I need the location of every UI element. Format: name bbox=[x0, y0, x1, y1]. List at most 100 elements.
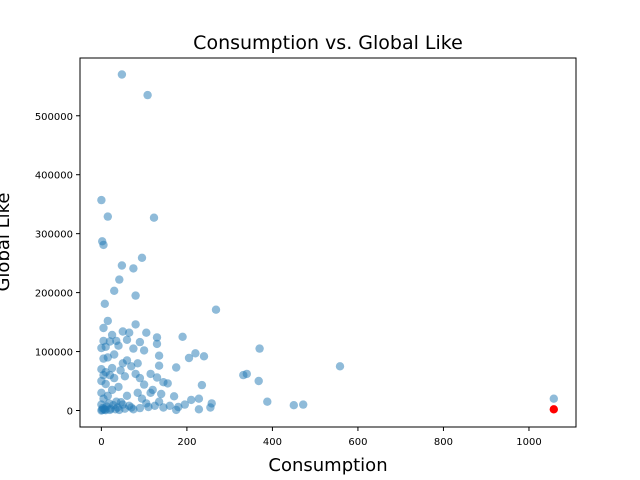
chart-title: Consumption vs. Global Like bbox=[193, 32, 463, 54]
data-point bbox=[335, 362, 345, 371]
data-point bbox=[135, 373, 145, 383]
data-point bbox=[97, 195, 106, 205]
data-point bbox=[254, 376, 263, 386]
data-point bbox=[299, 400, 308, 409]
data-point bbox=[197, 380, 207, 390]
data-point bbox=[107, 385, 117, 395]
data-point bbox=[101, 342, 110, 351]
x-tick-label: 1000 bbox=[516, 437, 541, 448]
data-point bbox=[146, 388, 155, 397]
y-axis-title: Global Like bbox=[0, 192, 14, 291]
data-point bbox=[118, 327, 128, 336]
data-point bbox=[194, 394, 204, 403]
data-point bbox=[207, 399, 216, 408]
data-point bbox=[137, 253, 147, 262]
data-point bbox=[152, 333, 162, 342]
data-point bbox=[133, 388, 142, 397]
y-tick-label: 100000 bbox=[35, 348, 73, 359]
data-point bbox=[107, 330, 117, 340]
data-point bbox=[133, 359, 142, 368]
data-point bbox=[159, 403, 168, 412]
data-point bbox=[110, 350, 119, 359]
data-point bbox=[165, 401, 174, 410]
x-tick-label: 600 bbox=[348, 437, 367, 448]
data-point bbox=[163, 379, 172, 388]
data-point bbox=[149, 213, 159, 222]
data-point bbox=[154, 361, 164, 370]
y-tick-label: 400000 bbox=[35, 171, 73, 182]
x-tick-label: 400 bbox=[263, 437, 282, 448]
data-point bbox=[187, 395, 196, 405]
data-point bbox=[172, 405, 181, 415]
data-point bbox=[101, 379, 110, 389]
data-point bbox=[103, 212, 113, 221]
data-point bbox=[99, 240, 108, 250]
data-point bbox=[103, 391, 113, 400]
y-tick-label: 300000 bbox=[35, 230, 73, 241]
data-point bbox=[154, 351, 164, 360]
data-point bbox=[146, 369, 155, 379]
data-point bbox=[239, 370, 248, 380]
data-point bbox=[142, 328, 151, 337]
data-point bbox=[143, 90, 152, 100]
data-point bbox=[110, 286, 119, 295]
data-point bbox=[100, 299, 110, 308]
data-point bbox=[263, 397, 272, 406]
data-point bbox=[120, 372, 130, 381]
x-axis-title: Consumption bbox=[268, 455, 387, 476]
data-point bbox=[131, 320, 140, 329]
ticks-layer: 0 200 400 600 800 1000 0 100000 200000 300000 4000… bbox=[35, 112, 542, 448]
data-point bbox=[157, 389, 166, 399]
data-point bbox=[139, 346, 149, 355]
data-point bbox=[105, 405, 115, 415]
data-point bbox=[135, 337, 145, 347]
data-point bbox=[114, 382, 123, 392]
x-tick-label: 200 bbox=[177, 437, 196, 448]
data-point bbox=[99, 323, 108, 333]
data-point bbox=[194, 405, 204, 414]
x-tick-label: 0 bbox=[98, 437, 104, 448]
data-point bbox=[199, 352, 209, 361]
data-point bbox=[114, 341, 123, 350]
data-point bbox=[144, 402, 153, 412]
data-point bbox=[116, 366, 125, 375]
data-point bbox=[169, 392, 179, 401]
data-point bbox=[125, 328, 134, 337]
data-point bbox=[255, 344, 264, 353]
data-point bbox=[211, 305, 221, 314]
data-point bbox=[180, 400, 189, 409]
data-point bbox=[139, 380, 149, 389]
data-point bbox=[117, 261, 127, 270]
data-point bbox=[129, 405, 138, 414]
data-point bbox=[118, 359, 128, 368]
highlighted-data-point bbox=[549, 405, 558, 414]
x-tick-label: 800 bbox=[434, 437, 453, 448]
data-point bbox=[154, 397, 164, 406]
data-point bbox=[99, 370, 108, 380]
data-point bbox=[131, 291, 140, 300]
data-point bbox=[135, 403, 145, 413]
data-point bbox=[184, 353, 194, 363]
data-point bbox=[122, 335, 132, 344]
y-tick-label: 200000 bbox=[35, 289, 73, 300]
data-point bbox=[191, 349, 200, 358]
plot-area-frame bbox=[79, 57, 577, 428]
data-point bbox=[115, 275, 124, 284]
data-point bbox=[172, 363, 181, 372]
y-tick-label: 500000 bbox=[35, 112, 73, 123]
data-point bbox=[178, 332, 187, 341]
data-point bbox=[549, 394, 558, 403]
data-point bbox=[116, 398, 126, 407]
data-point bbox=[129, 344, 138, 353]
data-point bbox=[289, 401, 298, 410]
y-tick-label: 0 bbox=[67, 406, 73, 417]
data-point bbox=[122, 391, 132, 400]
data-point bbox=[152, 373, 162, 382]
data-point bbox=[127, 362, 136, 371]
data-point bbox=[107, 363, 117, 373]
data-point bbox=[103, 316, 113, 326]
data-point bbox=[103, 353, 113, 362]
points-layer bbox=[97, 70, 558, 415]
